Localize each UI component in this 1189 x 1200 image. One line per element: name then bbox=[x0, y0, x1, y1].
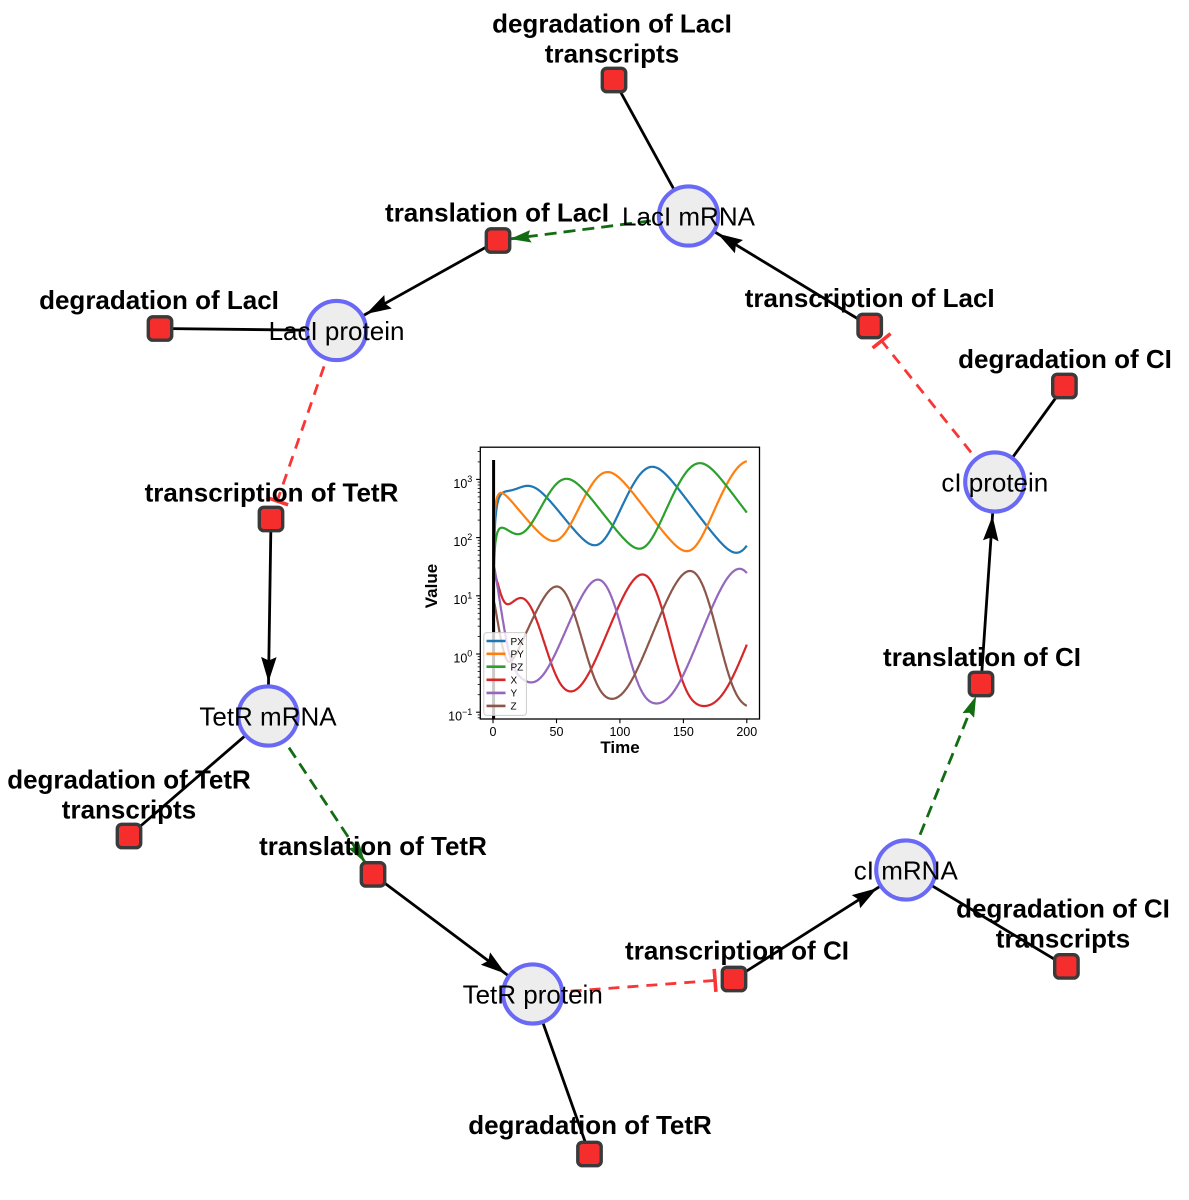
svg-text:Z: Z bbox=[511, 702, 517, 713]
svg-text:Value: Value bbox=[422, 564, 441, 608]
svg-text:PX: PX bbox=[511, 637, 525, 648]
svg-text:200: 200 bbox=[736, 725, 757, 739]
svg-text:transcripts: transcripts bbox=[62, 795, 196, 825]
svg-text:transcription of CI: transcription of CI bbox=[625, 936, 849, 966]
svg-text:translation of LacI: translation of LacI bbox=[385, 198, 609, 228]
svg-text:degradation of TetR: degradation of TetR bbox=[468, 1110, 712, 1140]
svg-text:translation of CI: translation of CI bbox=[883, 642, 1081, 672]
svg-text:150: 150 bbox=[673, 725, 694, 739]
svg-text:Y: Y bbox=[511, 689, 518, 700]
svg-text:degradation of LacI: degradation of LacI bbox=[39, 285, 279, 315]
svg-text:transcription of TetR: transcription of TetR bbox=[145, 478, 399, 508]
svg-text:transcription of LacI: transcription of LacI bbox=[745, 283, 995, 313]
svg-text:0: 0 bbox=[490, 725, 497, 739]
svg-text:transcripts: transcripts bbox=[996, 924, 1130, 954]
svg-text:TetR protein: TetR protein bbox=[463, 980, 603, 1010]
svg-text:cI mRNA: cI mRNA bbox=[854, 856, 959, 886]
svg-text:PY: PY bbox=[511, 650, 525, 661]
svg-text:TetR mRNA: TetR mRNA bbox=[199, 702, 337, 732]
svg-text:transcripts: transcripts bbox=[545, 39, 679, 69]
svg-text:50: 50 bbox=[550, 725, 564, 739]
svg-text:X: X bbox=[511, 676, 518, 687]
svg-text:degradation of CI: degradation of CI bbox=[958, 344, 1172, 374]
svg-text:PZ: PZ bbox=[511, 663, 524, 674]
svg-text:Time: Time bbox=[600, 738, 639, 757]
svg-text:translation of TetR: translation of TetR bbox=[259, 831, 487, 861]
svg-text:cI protein: cI protein bbox=[941, 468, 1048, 498]
svg-text:degradation of LacI: degradation of LacI bbox=[492, 9, 732, 39]
svg-text:degradation of CI: degradation of CI bbox=[956, 894, 1170, 924]
svg-text:LacI protein: LacI protein bbox=[269, 316, 405, 346]
svg-text:100: 100 bbox=[609, 725, 630, 739]
svg-text:LacI mRNA: LacI mRNA bbox=[622, 202, 756, 232]
svg-text:degradation of TetR: degradation of TetR bbox=[7, 765, 251, 795]
